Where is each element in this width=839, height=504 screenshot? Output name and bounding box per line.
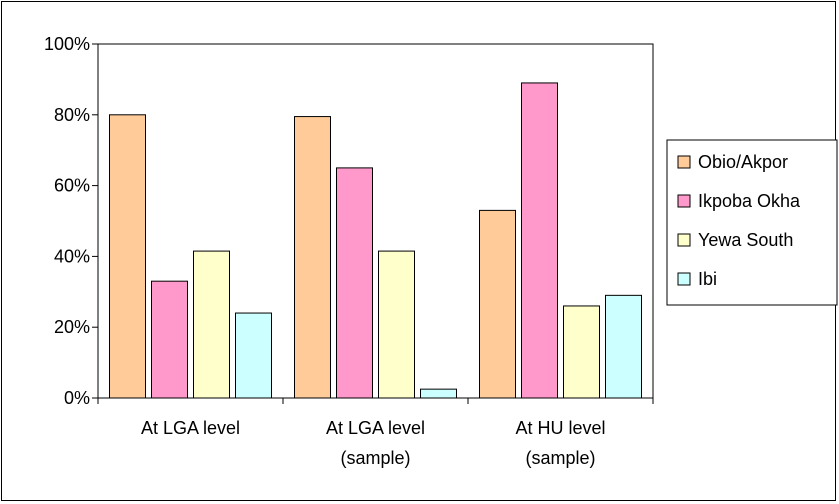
- legend-swatch: [677, 233, 691, 247]
- bar: [605, 294, 642, 399]
- legend-label: Ibi: [698, 269, 717, 289]
- plot-area: 0% 20% 40% 60% 80% 100% At LGA level At LGA lev…: [44, 34, 654, 468]
- bar: [563, 305, 600, 399]
- x-category-label: At LGA level: [141, 418, 240, 438]
- y-tick-label: 0%: [64, 388, 90, 408]
- x-category-label: At LGA level: [326, 418, 425, 438]
- bar: [336, 167, 373, 399]
- bar: [193, 250, 230, 399]
- legend-swatch: [677, 272, 691, 286]
- bar: [294, 116, 331, 399]
- bar: [235, 312, 272, 399]
- bar: [521, 82, 558, 399]
- y-tick-label: 40%: [54, 246, 90, 266]
- x-category-label: (sample): [340, 448, 410, 468]
- legend-label: Ikpoba Okha: [698, 191, 801, 211]
- legend-swatch: [677, 155, 691, 169]
- plot-border: [97, 43, 654, 399]
- y-tick-label: 100%: [44, 34, 90, 54]
- legend-swatch: [677, 194, 691, 208]
- y-tick-label: 60%: [54, 176, 90, 196]
- bar: [151, 280, 188, 399]
- x-category-label: (sample): [525, 448, 595, 468]
- legend-box: [666, 139, 838, 306]
- y-tick-label: 20%: [54, 317, 90, 337]
- legend-label: Obio/Akpor: [698, 152, 788, 172]
- y-tick-label: 80%: [54, 105, 90, 125]
- bar: [479, 209, 516, 399]
- legend-label: Yewa South: [698, 230, 793, 250]
- bar: [378, 250, 415, 399]
- legend: Obio/Akpor Ikpoba Okha Yewa South Ibi: [666, 139, 838, 306]
- bar: [420, 388, 457, 399]
- x-category-label: At HU level: [515, 418, 605, 438]
- bar: [109, 114, 146, 399]
